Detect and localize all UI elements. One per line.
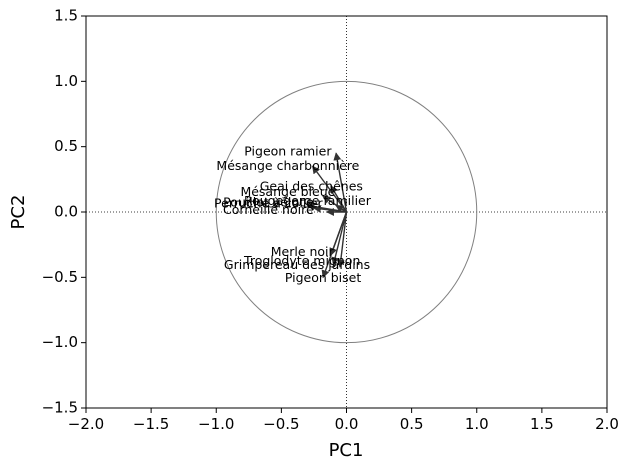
y-axis-title: PC2	[8, 195, 29, 230]
variable-label: Merle noir	[271, 244, 335, 259]
x-tick-label: −0.5	[263, 415, 299, 433]
variable-label: Mésange charbonnière	[216, 158, 359, 173]
variable-label: Troglodyte mignon	[243, 253, 360, 268]
variable-label: Pigeon ramier	[244, 143, 332, 158]
y-tick-label: 0.5	[54, 137, 78, 155]
x-tick-label: −1.0	[198, 415, 234, 433]
variable-arrow	[312, 165, 348, 213]
variable-label: Corneille noire	[223, 202, 314, 217]
variable-label: Perruche à collier	[214, 196, 323, 211]
variable-arrow	[321, 211, 348, 279]
x-tick-label: −2.0	[68, 415, 104, 433]
axes: −2.0 −1.5 −1.0 −0.5 0.0 0.5 1.0 1.5 2.0−1.5−1.0−…	[42, 7, 619, 434]
x-axis-title: PC1	[329, 440, 364, 461]
variable-label: Grimpereau des jardins	[224, 257, 370, 272]
x-tick-label: 0.5	[400, 415, 424, 433]
variable-arrow	[333, 152, 348, 213]
x-tick-label: 2.0	[595, 415, 619, 433]
variable-arrow	[331, 211, 348, 266]
correlation-circle	[215, 80, 478, 344]
x-tick-label: 1.5	[530, 415, 554, 433]
variable-arrow	[336, 211, 348, 268]
variable-label: Mésange bleue	[240, 184, 335, 199]
y-tick-label: 1.5	[54, 7, 78, 25]
y-tick-label: −1.0	[42, 333, 78, 351]
x-tick-label: −1.5	[133, 415, 169, 433]
y-tick-label: −1.5	[42, 399, 78, 417]
y-tick-label: −0.5	[42, 268, 78, 286]
variable-arrow	[335, 204, 347, 213]
x-tick-label: 0.0	[335, 415, 359, 433]
variable-label: Rougegorge familier	[244, 193, 372, 208]
variable-label: Pouillot véloce	[223, 194, 314, 209]
variable-label: Pigeon biset	[285, 270, 362, 285]
variable-label: Geai des chênes	[260, 179, 363, 194]
y-tick-label: 1.0	[54, 72, 78, 90]
x-tick-label: 1.0	[465, 415, 489, 433]
y-tick-label: 0.0	[54, 203, 78, 221]
